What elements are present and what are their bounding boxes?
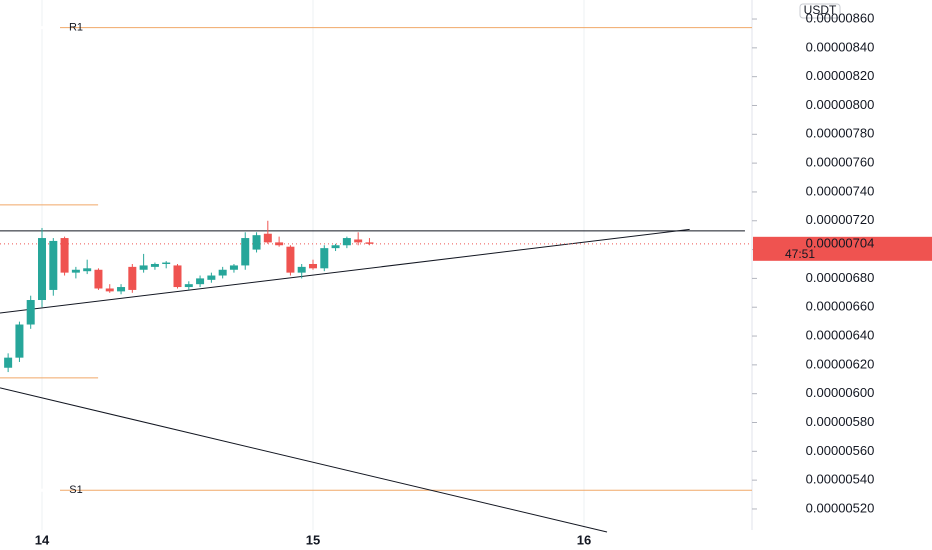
candle-body (60, 238, 69, 273)
candle-body (196, 278, 205, 285)
y-tick-label: 0.00000580 (806, 414, 875, 429)
y-tick-label: 0.00000720 (806, 212, 875, 227)
candle-body (162, 262, 171, 264)
y-tick-label: 0.00000520 (806, 500, 875, 515)
y-tick-label: 0.00000560 (806, 443, 875, 458)
candle-body (128, 266, 137, 290)
y-tick-label: 0.00000640 (806, 327, 875, 342)
candle-body (71, 269, 80, 273)
y-tick-label: 0.00000740 (806, 183, 875, 198)
x-tick-label: 14 (35, 532, 50, 547)
candle-body (83, 268, 92, 272)
candle-body (297, 266, 306, 273)
currency-box (799, 3, 841, 19)
candle-body (49, 240, 58, 290)
price-badge-countdown: 47:51 (785, 247, 815, 261)
candle-body (354, 239, 363, 243)
candle-body (4, 357, 13, 368)
candle-body (94, 269, 103, 289)
price-badge-value: 0.00000704 (806, 235, 875, 250)
candle-body (218, 269, 227, 276)
y-tick-label: 0.00000540 (806, 472, 875, 487)
candle-body (117, 287, 126, 292)
y-tick-label: 0.00000780 (806, 126, 875, 141)
candle-body (252, 235, 261, 250)
candle-body (263, 233, 272, 243)
candle-body (139, 265, 148, 270)
y-tick-label: 0.00000660 (806, 299, 875, 314)
y-tick-label: 0.00000860 (806, 10, 875, 25)
candle-body (308, 263, 317, 269)
candle-body (15, 324, 24, 358)
x-tick-label: 15 (306, 532, 320, 547)
candle-body (320, 248, 329, 269)
candle-body (331, 245, 340, 249)
y-tick-label: 0.00000840 (806, 39, 875, 54)
candle-body (38, 238, 47, 301)
candle-body (365, 242, 374, 244)
candle-body (26, 300, 35, 325)
y-tick-label: 0.00000600 (806, 385, 875, 400)
trendline (0, 228, 690, 314)
candle-body (286, 246, 295, 273)
price-badge (753, 236, 932, 261)
y-tick-label: 0.00000820 (806, 68, 875, 83)
y-tick-label: 0.00000760 (806, 155, 875, 170)
candle-body (207, 275, 216, 280)
trendline (0, 387, 608, 533)
candle-body (184, 284, 193, 288)
candle-body (105, 288, 114, 292)
x-tick-label: 16 (577, 532, 591, 547)
candle-body (229, 265, 238, 270)
candle-body (241, 238, 250, 266)
candle-body (275, 242, 284, 246)
y-tick-label: 0.00000620 (806, 356, 875, 371)
y-tick-label: 0.00000800 (806, 97, 875, 112)
currency-label: USDT (804, 3, 837, 17)
candle-body (150, 263, 159, 267)
level-label: S1 (69, 484, 82, 496)
y-tick-label: 0.00000680 (806, 270, 875, 285)
candle-body (173, 265, 182, 288)
candle-body (342, 238, 351, 246)
level-label: R1 (69, 22, 83, 34)
